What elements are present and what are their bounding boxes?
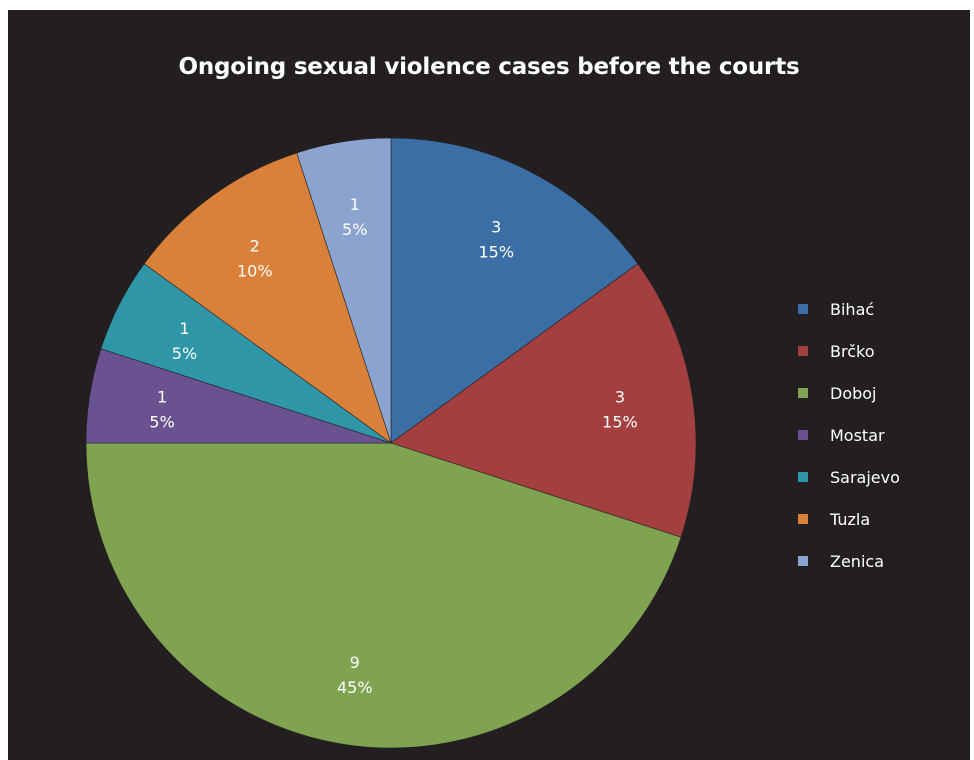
legend-item-brcko: Brčko [798, 330, 900, 372]
legend-swatch [798, 514, 808, 524]
data-label-tuzla: 2 10% [237, 236, 273, 280]
pie-slice-zenica [296, 137, 392, 444]
legend-label: Brčko [830, 341, 875, 361]
chart-title: Ongoing sexual violence cases before the… [178, 54, 800, 80]
legend-label: Mostar [830, 425, 885, 445]
pie-slice-brcko [390, 263, 697, 538]
pie-slice-bihac [390, 137, 639, 444]
data-label-mostar: 1 5% [149, 388, 174, 432]
legend-item-zenica: Zenica [798, 540, 900, 582]
legend-item-doboj: Doboj [798, 372, 900, 414]
data-label-brcko: 3 15% [602, 388, 638, 432]
legend-swatch [798, 472, 808, 482]
data-label-doboj: 9 45% [337, 653, 373, 697]
legend-swatch [798, 388, 808, 398]
legend-item-sarajevo: Sarajevo [798, 456, 900, 498]
data-label-zenica: 1 5% [342, 195, 367, 239]
legend-swatch [798, 346, 808, 356]
pie-slice-tuzla [143, 152, 392, 444]
legend-swatch [798, 430, 808, 440]
legend-swatch [798, 556, 808, 566]
legend-swatch [798, 304, 808, 314]
legend-item-mostar: Mostar [798, 414, 900, 456]
legend: Bihać Brčko Doboj Mostar Sarajevo Tuzla Zenica [798, 288, 900, 582]
legend-label: Zenica [830, 551, 884, 571]
legend-label: Sarajevo [830, 467, 900, 487]
data-label-bihac: 3 15% [478, 217, 514, 261]
legend-label: Tuzla [830, 509, 871, 529]
legend-label: Bihać [830, 299, 875, 319]
pie-chart: 3 15% 3 15% 9 45% 1 5% 1 5% 2 10% 1 5% [85, 137, 697, 749]
legend-label: Doboj [830, 383, 877, 403]
legend-item-bihac: Bihać [798, 288, 900, 330]
chart-frame: Ongoing sexual violence cases before the… [8, 10, 970, 760]
legend-item-tuzla: Tuzla [798, 498, 900, 540]
data-label-sarajevo: 1 5% [172, 319, 197, 363]
pie-slice-doboj [85, 442, 682, 749]
